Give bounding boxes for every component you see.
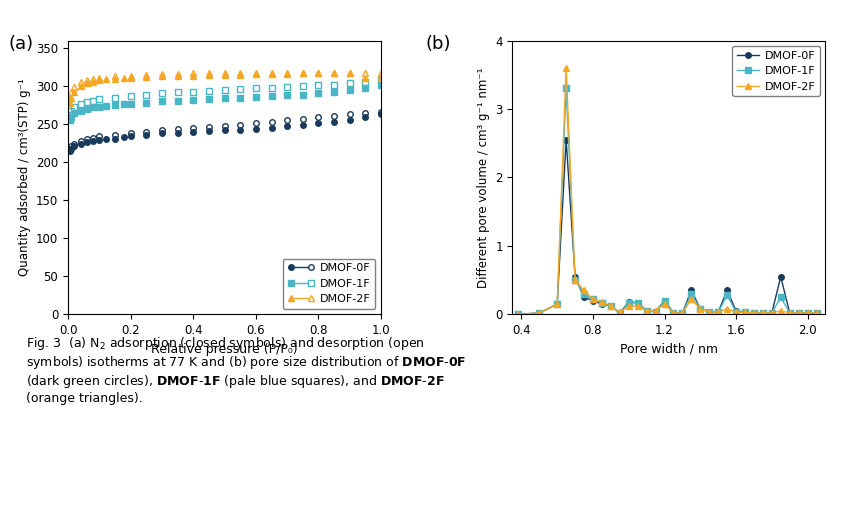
Text: (a): (a): [9, 35, 34, 54]
Text: (b): (b): [426, 35, 451, 54]
Y-axis label: Quantity adsorbed / cm³(STP) g⁻¹: Quantity adsorbed / cm³(STP) g⁻¹: [18, 79, 31, 276]
Text: Fig. 3  (a) N$_2$ adsorption (closed symbols) and desorption (open
symbols) isot: Fig. 3 (a) N$_2$ adsorption (closed symb…: [26, 335, 465, 406]
Legend: DMOF-0F, DMOF-1F, DMOF-2F: DMOF-0F, DMOF-1F, DMOF-2F: [733, 46, 820, 96]
X-axis label: Pore width / nm: Pore width / nm: [620, 343, 718, 355]
Y-axis label: Different pore volume / cm³ g⁻¹ nm⁻¹: Different pore volume / cm³ g⁻¹ nm⁻¹: [477, 67, 489, 287]
Legend: DMOF-0F, DMOF-1F, DMOF-2F: DMOF-0F, DMOF-1F, DMOF-2F: [283, 259, 375, 309]
X-axis label: Relative pressure (P/P₀): Relative pressure (P/P₀): [151, 343, 298, 355]
